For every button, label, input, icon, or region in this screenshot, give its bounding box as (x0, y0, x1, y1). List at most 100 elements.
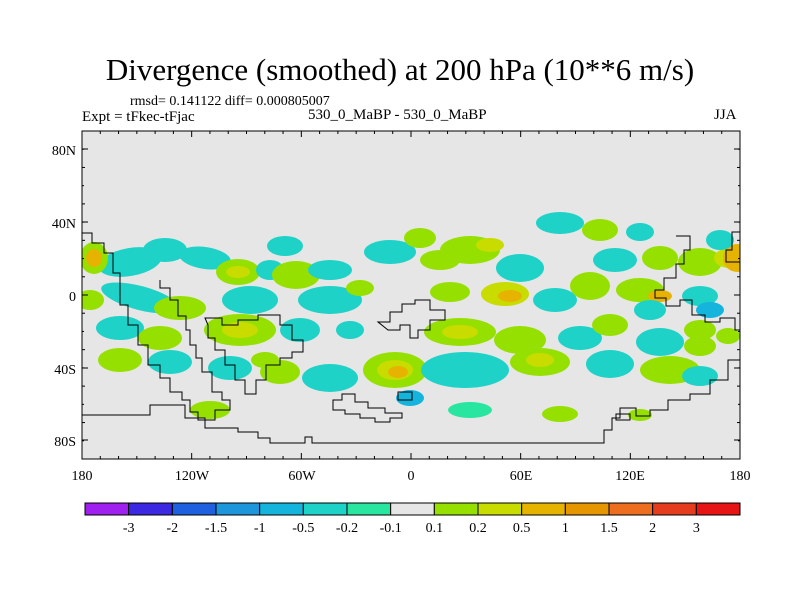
field-anomaly (498, 290, 522, 302)
colorbar (84, 502, 741, 516)
colorbar-label: -0.1 (380, 521, 402, 536)
colorbar-label: -0.5 (292, 521, 314, 536)
field-anomaly (302, 364, 358, 392)
lon-label: 0 (408, 469, 415, 484)
colorbar-label: 1 (562, 521, 569, 536)
colorbar-label: 3 (693, 521, 700, 536)
field-anomaly (208, 356, 252, 380)
field-anomaly (308, 260, 352, 280)
field-anomaly (190, 401, 230, 419)
coastline-south-america (204, 314, 304, 395)
coastlines (82, 231, 740, 444)
lon-label: 120W (175, 469, 210, 484)
field-anomaly (179, 246, 231, 270)
colorbar-swatch (84, 502, 130, 516)
colorbar-swatch (695, 502, 741, 516)
latitude-labels: 80N 40N 0 40S 80S (52, 144, 76, 450)
field-anomaly (558, 326, 602, 350)
field-anomaly (696, 302, 724, 318)
colorbar-swatch (346, 502, 392, 516)
field-anomaly (154, 296, 206, 320)
field-anomaly (82, 290, 104, 310)
lat-label: 40N (52, 217, 76, 232)
field-anomaly (536, 212, 584, 234)
coastline-americas (82, 232, 231, 421)
field-anomaly (396, 390, 424, 406)
colorbar-swatch (259, 502, 304, 516)
field-anomaly (138, 326, 182, 350)
field-anomaly (267, 236, 303, 256)
coastline-east-pacific (725, 231, 740, 263)
field-anomaly (494, 326, 546, 354)
field-anomaly (346, 280, 374, 296)
colorbar-label: 1.5 (600, 521, 618, 536)
colorbar-swatch (215, 502, 261, 516)
field-anomaly (706, 230, 734, 250)
season-label: JJA (714, 107, 737, 123)
coastline-small-islands (397, 391, 631, 421)
field-anomaly (542, 406, 578, 422)
lon-label: 180 (72, 469, 93, 484)
field-anomaly (684, 336, 716, 356)
coastline-asia-pacific (654, 235, 740, 331)
field-anomaly (628, 409, 652, 421)
divergence-field (82, 212, 740, 422)
field-anomaly (86, 249, 102, 267)
colorbar-label: -0.2 (336, 521, 358, 536)
colorbar-label: 0.1 (426, 521, 444, 536)
colorbar-swatch (608, 502, 654, 516)
field-anomaly (533, 288, 577, 312)
field-anomaly (404, 228, 436, 248)
field-anomaly (336, 321, 364, 339)
field-anomaly (682, 366, 718, 386)
lon-label: 180 (730, 469, 751, 484)
field-anomaly (496, 254, 544, 282)
field-anomaly (388, 366, 408, 378)
coastline-indian-ocean-islands (332, 393, 403, 423)
field-anomaly (251, 352, 279, 368)
field-anomaly (364, 240, 416, 264)
field-anomaly (448, 402, 492, 418)
field-anomaly (298, 286, 362, 314)
colorbar-swatch (390, 502, 435, 516)
colorbar-swatch (302, 502, 348, 516)
colorbar-swatch (521, 502, 566, 516)
lat-label: 40S (54, 363, 76, 378)
field-anomaly (421, 352, 509, 388)
field-anomaly (634, 300, 666, 320)
field-anomaly (226, 266, 250, 278)
lon-label: 120E (615, 469, 645, 484)
field-anomaly (636, 328, 684, 356)
colorbar-swatch (128, 502, 173, 516)
field-anomaly (526, 353, 554, 367)
coastline-antarctica (82, 359, 740, 444)
colorbar-swatch (652, 502, 697, 516)
field-anomaly (678, 248, 722, 276)
colorbar-swatch (171, 502, 217, 516)
field-anomaly (682, 286, 718, 306)
lat-label: 80N (52, 144, 76, 159)
field-anomaly (593, 248, 637, 272)
colorbar-swatch (564, 502, 610, 516)
field-anomaly (280, 318, 320, 342)
experiment-label: Expt = tFkec-tFjac (82, 109, 195, 125)
colorbar-swatch (477, 502, 523, 516)
axis-ticks (81, 130, 741, 460)
longitude-labels: 180 120W 60W 0 60E 120E 180 (72, 469, 751, 484)
lat-label: 0 (69, 290, 76, 305)
field-anomaly (684, 320, 716, 340)
field-anomaly (96, 316, 144, 340)
field-anomaly (442, 325, 478, 339)
lon-label: 60W (288, 469, 316, 484)
field-anomaly (476, 238, 504, 252)
colorbar-label: 2 (649, 521, 656, 536)
subtitle-label: 530_0_MaBP - 530_0_MaBP (308, 107, 487, 123)
colorbar-labels: -3 -2 -1.5 -1 -0.5 -0.2 -0.1 0.1 0.2 0.5 1 1.5 2 3 (123, 521, 700, 536)
colorbar-label: 0.2 (469, 521, 487, 536)
field-anomaly (592, 314, 628, 336)
statistics-label: rmsd= 0.141122 diff= 0.000805007 (130, 94, 330, 109)
field-anomaly (570, 272, 610, 300)
field-anomaly (642, 246, 678, 270)
lon-label: 60E (510, 469, 533, 484)
